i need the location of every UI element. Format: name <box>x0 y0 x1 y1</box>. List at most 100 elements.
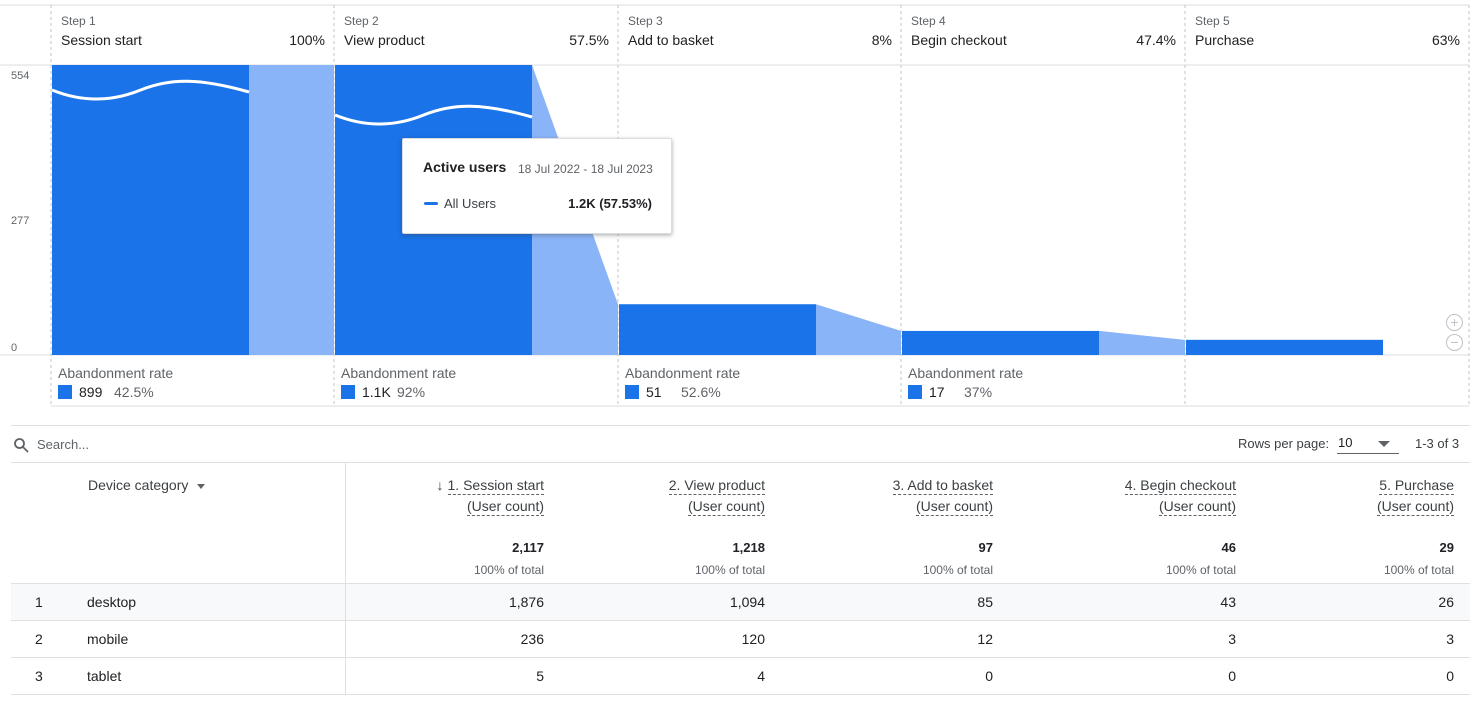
rows-per-page-label: Rows per page: <box>1238 436 1330 451</box>
abandonment-rate: 37% <box>964 384 993 400</box>
step-name: Purchase <box>1195 32 1255 48</box>
abandonment-label: Abandonment rate <box>625 365 741 381</box>
step-number: Step 3 <box>628 14 663 28</box>
step-percent: 47.4% <box>1136 32 1176 48</box>
step-number: Step 5 <box>1195 14 1230 28</box>
series-line-icon <box>424 202 438 205</box>
column-subtitle: (User count) <box>466 498 544 516</box>
cell-session-start: 5 <box>345 657 552 695</box>
zoom-in-icon[interactable]: + <box>1446 314 1463 331</box>
column-total: 46 <box>1221 540 1236 555</box>
y-tick-zero: 0 <box>11 342 18 354</box>
bar-break-wave-2 <box>334 104 533 126</box>
step-header-3[interactable]: Step 3 Add to basket 8% <box>618 5 901 65</box>
step-percent: 8% <box>871 32 892 48</box>
step-header-5[interactable]: Step 5 Purchase 63% <box>1185 5 1469 65</box>
cell-view-product: 120 <box>552 620 773 658</box>
step-header-4[interactable]: Step 4 Begin checkout 47.4% <box>901 5 1185 65</box>
cell-view-product: 4 <box>552 657 773 695</box>
step-number: Step 2 <box>344 14 379 28</box>
column-subtitle: (User count) <box>1376 498 1454 516</box>
column-subtitle: (User count) <box>687 498 765 516</box>
funnel-bar-4 <box>902 330 1099 355</box>
row-index: 3 <box>11 657 87 695</box>
search-input[interactable] <box>37 434 337 454</box>
column-header-view-product[interactable]: 2. View product (User count) 1,218 100% … <box>552 462 773 584</box>
abandonment-step-3[interactable]: Abandonment rate 51 52.6% <box>618 357 901 407</box>
column-total: 97 <box>978 540 993 555</box>
dropoff-area-4 <box>1099 330 1185 355</box>
step-name: View product <box>344 32 425 48</box>
funnel-bar-3 <box>619 304 816 355</box>
funnel-data-table: Device category ↓ 1. Session start (User … <box>11 462 1470 695</box>
column-header-begin-checkout[interactable]: 4. Begin checkout (User count) 46 100% o… <box>1001 462 1244 584</box>
column-header-session-start[interactable]: ↓ 1. Session start (User count) 2,117 100… <box>345 462 552 584</box>
dropoff-area-1 <box>249 65 334 355</box>
cell-session-start: 1,876 <box>345 583 552 621</box>
column-title: 3. Add to basket <box>892 477 993 495</box>
step-header-1[interactable]: Step 1 Session start 100% <box>51 5 334 65</box>
legend-swatch <box>908 385 922 399</box>
y-tick-max: 554 <box>11 70 30 82</box>
column-total: 1,218 <box>732 540 765 555</box>
column-total-pct: 100% of total <box>473 563 544 577</box>
step-header-2[interactable]: Step 2 View product 57.5% <box>334 5 618 65</box>
cell-purchase: 0 <box>1244 657 1470 695</box>
step-number: Step 4 <box>911 14 946 28</box>
table-row[interactable]: 1 desktop 1,876 1,094 85 43 26 <box>11 583 1470 621</box>
funnel-bar-5 <box>1186 339 1383 355</box>
tooltip-title: Active users <box>423 159 507 175</box>
column-subtitle: (User count) <box>1158 498 1236 516</box>
abandonment-rate: 92% <box>397 384 426 400</box>
tooltip-series-name: All Users <box>444 196 497 211</box>
abandonment-step-2[interactable]: Abandonment rate 1.1K 92% <box>334 357 618 407</box>
cell-add-to-basket: 0 <box>773 657 1001 695</box>
tooltip-date-range: 18 Jul 2022 - 18 Jul 2023 <box>518 162 653 176</box>
dropoff-area-3 <box>816 304 901 355</box>
dimension-header[interactable]: Device category <box>11 462 346 584</box>
row-dimension: mobile <box>87 620 346 658</box>
abandonment-count: 1.1K <box>362 384 391 400</box>
zoom-out-icon[interactable]: − <box>1446 334 1463 351</box>
column-title: 2. View product <box>668 477 765 495</box>
table-row[interactable]: 3 tablet 5 4 0 0 0 <box>11 657 1470 695</box>
chart-tooltip: Active users 18 Jul 2022 - 18 Jul 2023 A… <box>402 138 672 234</box>
cell-begin-checkout: 0 <box>1001 657 1244 695</box>
funnel-bar-1 <box>52 65 249 355</box>
rows-per-page-select[interactable]: 10 <box>1337 430 1399 454</box>
abandonment-label: Abandonment rate <box>58 365 174 381</box>
funnel-chart: 554 277 0 Step 1 Session start 100% Step… <box>0 4 1470 407</box>
column-title: 1. Session start <box>447 477 544 495</box>
step-percent: 100% <box>289 32 325 48</box>
dropdown-caret-icon <box>197 483 206 489</box>
row-dimension: desktop <box>87 583 346 621</box>
table-row[interactable]: 2 mobile 236 120 12 3 3 <box>11 620 1470 658</box>
column-total-pct: 100% of total <box>1383 563 1454 577</box>
row-index: 1 <box>11 583 87 621</box>
legend-swatch <box>58 385 72 399</box>
bar-break-wave-1 <box>51 79 250 101</box>
cell-purchase: 26 <box>1244 583 1470 621</box>
cell-begin-checkout: 43 <box>1001 583 1244 621</box>
step-number: Step 1 <box>61 14 96 28</box>
column-header-add-to-basket[interactable]: 3. Add to basket (User count) 97 100% of… <box>773 462 1001 584</box>
pagination-info: 1-3 of 3 <box>1415 436 1460 451</box>
column-total: 29 <box>1439 540 1454 555</box>
abandonment-step-4[interactable]: Abandonment rate 17 37% <box>901 357 1185 407</box>
step-percent: 57.5% <box>569 32 609 48</box>
row-index: 2 <box>11 620 87 658</box>
legend-swatch <box>341 385 355 399</box>
row-dimension: tablet <box>87 657 346 695</box>
cell-purchase: 3 <box>1244 620 1470 658</box>
abandonment-step-1[interactable]: Abandonment rate 899 42.5% <box>51 357 334 407</box>
column-header-purchase[interactable]: 5. Purchase (User count) 29 100% of tota… <box>1244 462 1470 584</box>
tooltip-value: 1.2K (57.53%) <box>568 196 652 211</box>
abandonment-count: 51 <box>646 384 662 400</box>
abandonment-label: Abandonment rate <box>341 365 457 381</box>
abandonment-count: 899 <box>79 384 103 400</box>
column-subtitle: (User count) <box>915 498 993 516</box>
column-total-pct: 100% of total <box>922 563 993 577</box>
column-total: 2,117 <box>512 540 544 555</box>
cell-add-to-basket: 85 <box>773 583 1001 621</box>
legend-swatch <box>625 385 639 399</box>
